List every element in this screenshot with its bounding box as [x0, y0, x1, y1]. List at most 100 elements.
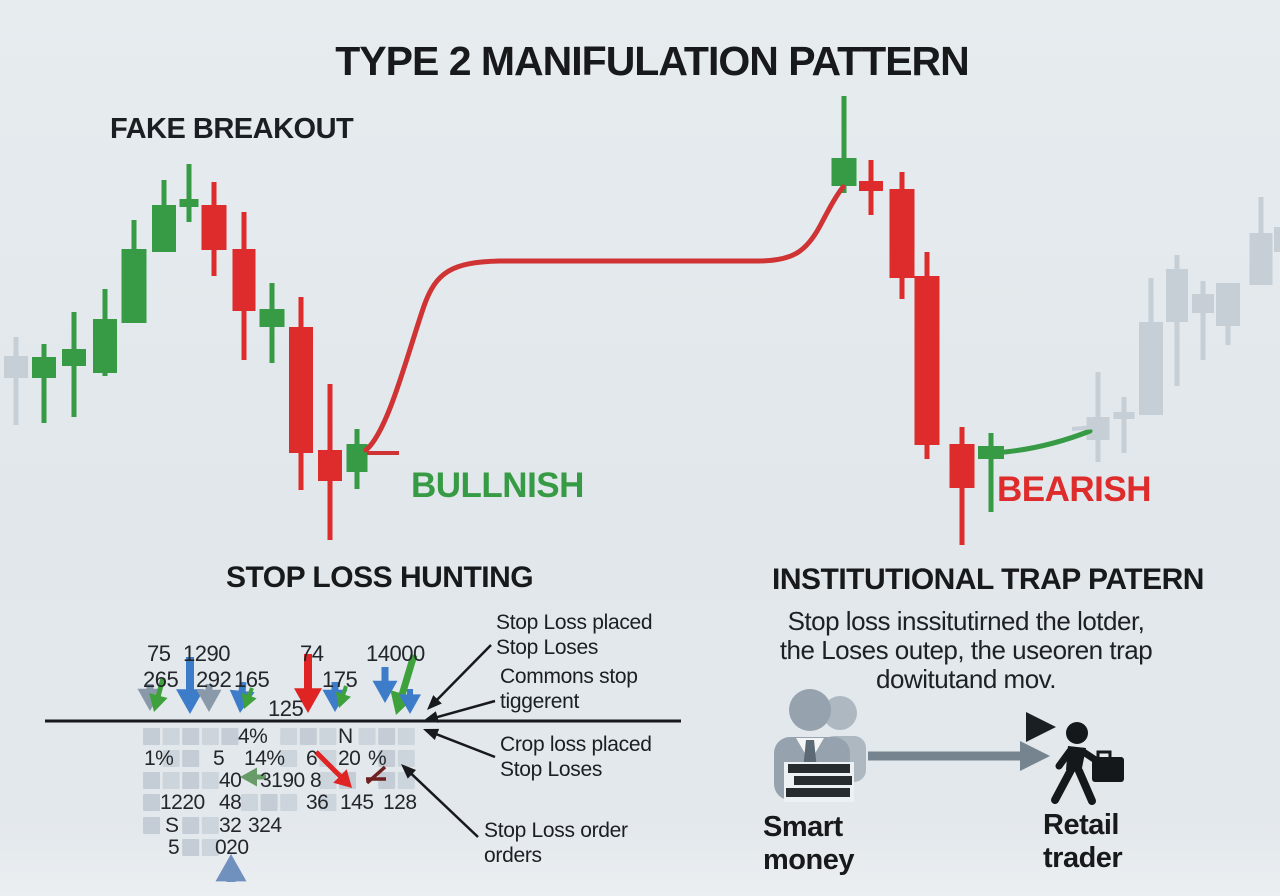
stop-loss-volume-arrows: [137, 653, 421, 715]
order-book-cell: [182, 839, 200, 856]
candle-body: [859, 181, 883, 191]
candle-body: [1166, 269, 1188, 322]
arrow-head: [399, 694, 421, 714]
order-book-cell: [319, 772, 337, 789]
grid-label: 6: [306, 747, 318, 770]
candle-body: [4, 356, 28, 378]
order-book-cell: [319, 728, 337, 745]
annotation-stop-loss-placed: Stop Loss placed Stop Loses: [496, 610, 653, 660]
grid-label: 1220: [160, 791, 205, 814]
arrow-head: [427, 695, 442, 710]
candle-body: [889, 189, 915, 278]
grid-label: 4%: [238, 725, 268, 748]
retail-trader-icon: [1051, 722, 1124, 805]
grid-label: 40: [219, 769, 242, 792]
arrow-shaft: [409, 772, 479, 838]
arrow-head: [215, 854, 247, 882]
order-book-cell: [378, 772, 396, 789]
recovery-line: [1002, 428, 1093, 455]
annotation-line: Stop Loss order: [484, 819, 628, 842]
candle-body: [1192, 294, 1214, 313]
actor-label-line: Smart: [763, 811, 843, 843]
candle-body: [201, 205, 227, 250]
order-book-cell: [182, 817, 200, 834]
candle-body: [346, 444, 368, 472]
order-book-cell: [143, 817, 160, 834]
order-book-cell: [162, 772, 180, 789]
grid-label: N: [338, 725, 353, 748]
manipulation-rally-line: [363, 184, 846, 453]
right-candlestick-chart: [831, 96, 1004, 545]
annotation-line: Stop Loses: [500, 758, 603, 781]
arrow-head: [372, 680, 398, 703]
arrow-head: [196, 689, 222, 712]
arrow-shaft: [398, 653, 418, 697]
grid-label: 14%: [244, 747, 285, 770]
annotation-line: Stop Loss placed: [496, 611, 653, 634]
candle-body: [1139, 322, 1163, 415]
order-number: 74: [300, 641, 324, 666]
order-number: 165: [234, 667, 270, 692]
order-number: 292: [196, 667, 232, 692]
order-book-cell: [221, 728, 239, 745]
grid-label: 5: [168, 836, 180, 859]
bearish-label: BEARISH: [997, 470, 1152, 509]
description-line: the Loses outep, the useoren trap: [779, 635, 1153, 665]
candle-body: [978, 446, 1004, 459]
candle-body: [93, 319, 117, 373]
order-book-cell: [397, 772, 415, 789]
order-book-cell: [143, 772, 160, 789]
candle-body: [914, 276, 940, 445]
order-book-cell: [378, 728, 396, 745]
annotation-line: tiggerent: [500, 690, 580, 713]
arrow-head: [423, 711, 440, 723]
arrow-head: [401, 764, 417, 779]
candle-body: [32, 357, 56, 378]
order-book-cell: [201, 817, 219, 834]
actor-label-line: Retail: [1043, 809, 1119, 841]
gray-tick-line: [1071, 425, 1097, 431]
order-book-cell: [143, 728, 160, 745]
grid-label: 1%: [144, 747, 174, 770]
grid-label: 8: [310, 769, 322, 792]
retail-trader-label: Retail trader: [1043, 809, 1123, 875]
recovery-candlestick-chart: [1086, 197, 1280, 462]
order-book-cell: [143, 794, 160, 811]
arrow-shaft: [435, 699, 496, 719]
smart-money-label: Smart money: [763, 811, 854, 877]
order-book-cell: [319, 794, 337, 811]
grid-marks: [215, 750, 387, 882]
order-book-cell: [358, 728, 376, 745]
grid-label: 3190: [260, 769, 305, 792]
arrow-shaft: [314, 750, 344, 780]
grid-label: 20: [338, 747, 361, 770]
annotation-commons-stop: Commons stop tiggerent: [500, 664, 638, 714]
order-number: 75: [147, 641, 171, 666]
order-book-cell: [260, 794, 278, 811]
order-book-cell: [241, 794, 258, 811]
flow-arrow-head: [1020, 741, 1050, 771]
candle-body: [179, 199, 199, 207]
candle-body: [1086, 417, 1110, 440]
order-book-cell: [182, 728, 200, 745]
fake-breakout-label: FAKE BREAKOUT: [110, 113, 354, 145]
order-number: 125: [268, 696, 304, 721]
annotation-arrows: [401, 644, 496, 838]
order-book-cell: [182, 750, 200, 767]
candle-body: [152, 205, 176, 252]
order-book-cell: [397, 728, 415, 745]
flow-arrows: [868, 712, 1056, 771]
institutional-section-title: INSTITUTIONAL TRAP PATERN: [772, 563, 1204, 596]
grid-label: S: [165, 814, 179, 837]
candle-body: [62, 349, 86, 366]
order-book-cell: [162, 728, 180, 745]
candle-body: [949, 444, 975, 488]
order-book-cell: [378, 750, 396, 767]
arrow-head: [149, 693, 168, 712]
arrow-shaft: [434, 732, 496, 759]
candle-body: [1249, 233, 1273, 285]
grid-label: %: [368, 747, 387, 770]
order-book-cell: [182, 772, 200, 789]
